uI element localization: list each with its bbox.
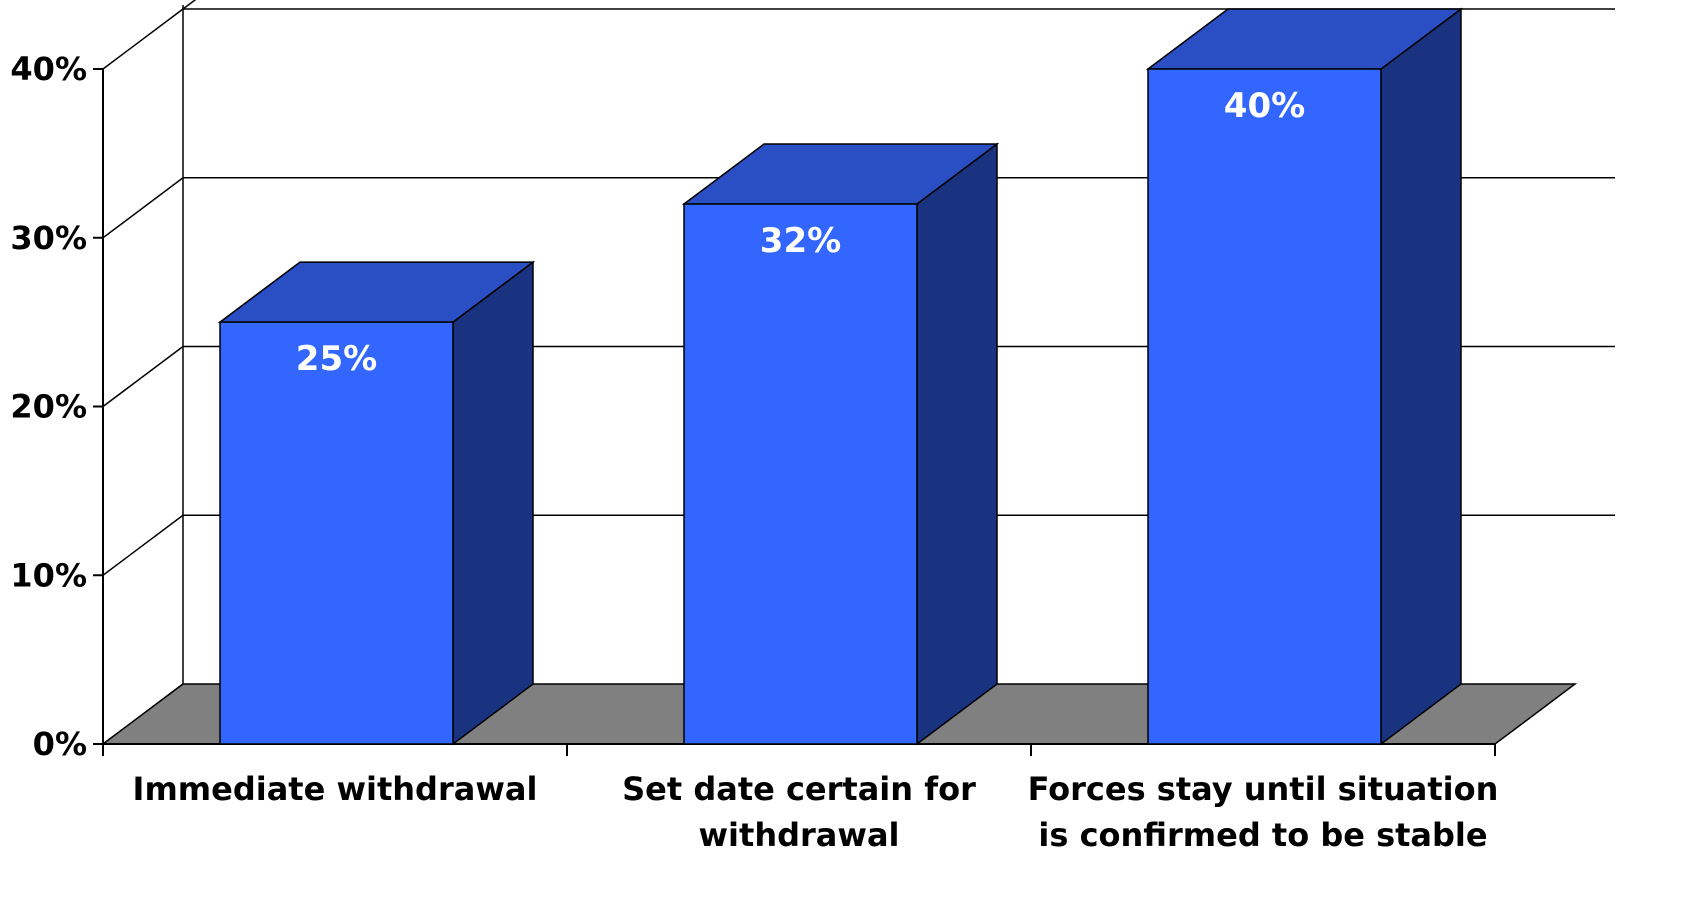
gridline-side-30 [102,177,184,239]
x-category-label-line: Forces stay until situation [1028,770,1499,808]
bar [217,260,536,746]
x-category-label: Set date certain for withdrawal [622,770,976,854]
gridline-side-40 [102,8,184,70]
x-axis-category-labels: Immediate withdrawal Set date certain for… [133,770,1499,854]
bar-side-face [1380,7,1462,746]
x-category-label-line: Immediate withdrawal [133,770,538,808]
bar-front-face [1147,68,1382,745]
bar [1145,7,1464,746]
data-label: 40% [1224,86,1305,126]
gridline-side-20 [102,345,184,408]
y-tick-label: 30% [10,219,87,257]
x-category-label-line: withdrawal [698,816,899,854]
bar-side-face [916,142,998,746]
y-tick-label: 40% [10,50,87,88]
bar-side-face [452,260,534,746]
gridline-back-top [182,0,197,10]
gridline-side-10 [102,514,184,576]
x-category-label-line: Set date certain for [622,770,976,808]
bar-front-face [219,321,454,745]
y-tick-label: 0% [33,725,87,763]
data-label: 25% [296,339,377,379]
y-axis-tick-labels: 0% 10% 20% 30% 40% [10,50,87,763]
x-category-label: Forces stay until situation is confirmed … [1028,770,1499,854]
x-category-label: Immediate withdrawal [133,770,538,808]
y-tick-label: 10% [10,556,87,594]
y-tick-label: 20% [10,388,87,426]
data-label: 32% [760,221,841,261]
bar-front-face [683,203,918,745]
x-category-label-line: is confirmed to be stable [1038,816,1487,854]
bar [681,142,1000,746]
bars [217,7,1464,746]
data-labels: 25% 32% 40% [296,86,1305,379]
